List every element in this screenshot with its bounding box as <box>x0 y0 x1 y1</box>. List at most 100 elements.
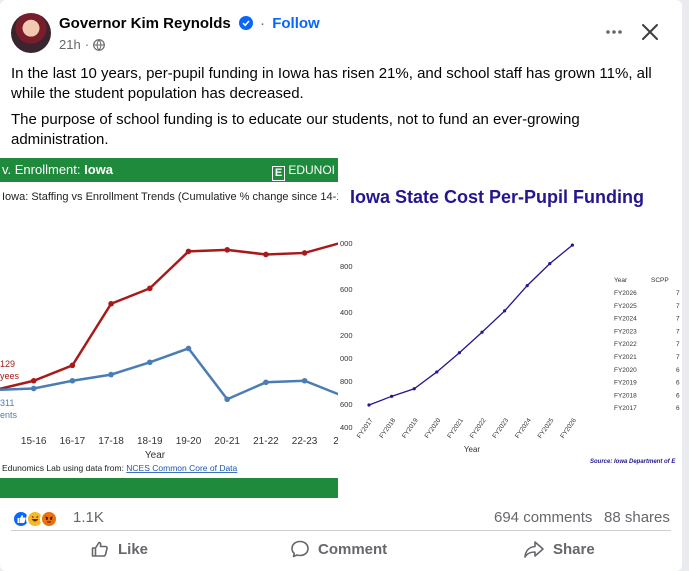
post-media: v. Enrollment: Iowa E EDUNOI Iowa: Staff… <box>0 158 682 498</box>
table-cell-value: 7 <box>676 354 680 361</box>
table-header-scpp: SCPP <box>651 277 669 284</box>
y-tick-label: 400 <box>340 423 353 432</box>
globe-icon <box>93 38 105 51</box>
funding-source: Source: Iowa Department of E <box>590 459 676 465</box>
chart-footer-bar <box>0 478 338 498</box>
data-point <box>548 262 552 266</box>
x-tick-label: FY2025 <box>537 417 556 440</box>
reaction-icons[interactable] <box>12 506 72 530</box>
chart-header-bar: v. Enrollment: Iowa E EDUNOI <box>0 158 338 182</box>
y-tick-label: 000 <box>340 239 353 248</box>
comment-label: Comment <box>318 540 388 558</box>
table-cell-year: FY2024 <box>614 316 637 323</box>
table-cell-value: 7 <box>676 316 680 323</box>
table-cell-year: FY2018 <box>614 392 637 399</box>
table-cell-year: FY2019 <box>614 380 637 387</box>
table-cell-year: FY2023 <box>614 328 637 335</box>
post-text-paragraph-2: The purpose of school funding is to educ… <box>11 111 580 148</box>
table-cell-year: FY2025 <box>614 303 637 310</box>
author-name[interactable]: Governor Kim Reynolds <box>59 15 231 32</box>
x-tick-label: 19-20 <box>176 436 202 447</box>
x-tick-label: FY2019 <box>401 417 420 440</box>
data-point <box>301 250 308 256</box>
x-tick-label: FY2022 <box>469 417 488 440</box>
data-point <box>147 359 153 366</box>
data-point <box>185 248 192 255</box>
data-point <box>390 394 394 398</box>
chart-header-prefix: v. Enrollment: <box>2 162 85 177</box>
funding-chart-title: Iowa State Cost Per-Pupil Funding <box>350 187 644 207</box>
table-cell-year: FY2022 <box>614 341 637 348</box>
source-link[interactable]: NCES Common Core of Data <box>126 463 237 473</box>
x-tick-label: 23-2 <box>333 436 338 447</box>
funding-chart-svg: Iowa State Cost Per-Pupil Funding 000 800… <box>340 187 680 465</box>
employees-label-value: 129 <box>0 359 15 369</box>
x-tick-label: 21-22 <box>253 436 279 447</box>
author-avatar[interactable] <box>11 13 51 53</box>
y-tick-label: 200 <box>340 331 353 340</box>
data-point <box>224 247 230 253</box>
table-header-year: Year <box>614 277 628 284</box>
verified-badge-icon <box>238 16 253 30</box>
funding-series <box>367 243 574 407</box>
data-point <box>263 379 269 386</box>
post-header: Governor Kim Reynolds · Follow <box>59 15 320 32</box>
separator-dot: · <box>260 15 266 32</box>
y-tick-label: 600 <box>340 285 353 294</box>
data-point <box>457 351 461 355</box>
data-point <box>30 377 37 384</box>
x-tick-label: 20-21 <box>214 436 240 447</box>
table-cell-value: 7 <box>676 303 680 310</box>
x-tick-label: FY2018 <box>378 417 397 440</box>
staffing-chart-svg: Iowa: Staffing vs Enrollment Trends (Cum… <box>0 191 338 473</box>
x-tick-label: 17-18 <box>98 436 124 447</box>
y-tick-label: 800 <box>340 262 353 271</box>
data-point <box>367 403 371 407</box>
students-label-text: ents <box>0 410 18 420</box>
chart-subtitle: Iowa: Staffing vs Enrollment Trends (Cum… <box>2 191 338 203</box>
share-count[interactable]: 88 shares <box>604 509 670 526</box>
x-tick-label: 18-19 <box>137 436 163 447</box>
data-point <box>30 385 37 392</box>
data-point <box>570 243 574 247</box>
reaction-count[interactable]: 1.1K <box>73 509 104 526</box>
engagement-summary: 1.1K 694 comments 88 shares <box>0 506 682 530</box>
x-tick-label: 16-17 <box>60 436 86 447</box>
table-cell-value: 7 <box>676 290 680 297</box>
like-label: Like <box>118 540 149 558</box>
table-cell-year: FY2021 <box>614 354 637 361</box>
data-point <box>301 377 308 384</box>
x-tick-labels: 515-1616-1717-1818-1919-2020-2121-2222-2… <box>21 436 338 447</box>
table-cell-year: FY2017 <box>614 405 637 412</box>
funding-line <box>368 244 573 406</box>
comment-count[interactable]: 694 comments <box>494 509 593 526</box>
y-tick-label: 600 <box>340 400 353 409</box>
post-timestamp[interactable]: 21h <box>59 37 81 52</box>
x-tick-label: FY2020 <box>424 417 443 440</box>
close-button[interactable] <box>636 18 664 46</box>
employees-label-text: yees <box>0 371 20 381</box>
y-tick-labels: 000 800 600 400 200 000 800 600 400 <box>340 239 353 432</box>
per-pupil-funding-chart-image[interactable]: Iowa State Cost Per-Pupil Funding 000 800… <box>338 158 682 498</box>
table-cell-value: 6 <box>676 392 680 399</box>
table-cell-value: 6 <box>676 367 680 374</box>
table-cell-year: FY2026 <box>614 290 637 297</box>
staffing-enrollment-chart-image[interactable]: v. Enrollment: Iowa E EDUNOI Iowa: Staff… <box>0 158 338 498</box>
logo-mark-icon: E <box>272 166 285 181</box>
y-tick-label: 800 <box>340 377 353 386</box>
x-tick-labels: FY2017 FY2018 FY2019 FY2020 FY2021 FY2022 FY20… <box>356 417 578 440</box>
y-tick-label: 000 <box>340 354 353 363</box>
data-point <box>69 362 76 369</box>
share-button[interactable]: Share <box>523 536 595 562</box>
table-cell-value: 7 <box>676 328 680 335</box>
x-tick-label: 15-16 <box>21 436 47 447</box>
chart-series <box>0 242 338 403</box>
comment-button[interactable]: Comment <box>290 536 387 562</box>
y-tick-label: 400 <box>340 308 353 317</box>
data-point <box>69 377 76 384</box>
thumbs-up-icon <box>91 541 108 557</box>
like-button[interactable]: Like <box>90 536 148 562</box>
more-options-button[interactable] <box>600 18 628 46</box>
follow-button[interactable]: Follow <box>272 15 320 32</box>
